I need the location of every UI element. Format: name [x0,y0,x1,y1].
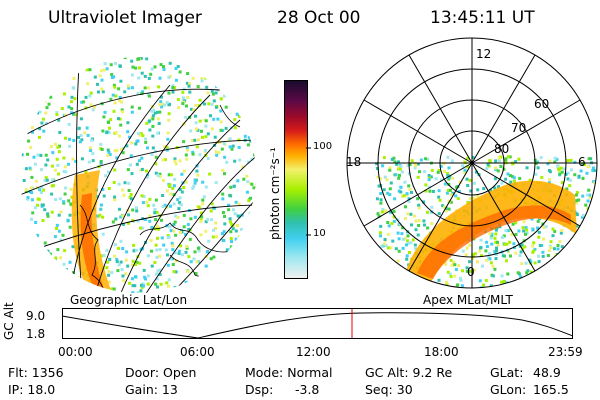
dsp-label: Dsp: [245,382,274,397]
glon-value: 165.5 [533,382,569,397]
dsp-value: -3.8 [295,382,320,397]
colorbar-tick-100: 100 [313,141,333,152]
mlt-label-6: 6 [578,155,586,169]
colorbar [284,80,308,279]
lat-label-70: 70 [511,121,527,135]
flight-number: Flt: 1356 [8,365,64,380]
colorbar-unit-label: photon cm⁻²s⁻¹ [268,147,282,240]
time-label: 13:45:11 UT [430,8,535,28]
timeline-xtick-1200: 12:00 [296,345,331,359]
orbit-timeline [61,308,574,339]
timeline-ytick-min: 1.8 [26,327,46,341]
mlt-label-12: 12 [476,47,492,61]
geographic-image [20,57,256,293]
timeline-xtick-0600: 06:00 [180,345,215,359]
timeline-xtick-1800: 18:00 [424,345,459,359]
timeline-xtick-0000: 00:00 [58,345,93,359]
mode-value: Mode: Normal [245,365,333,380]
timeline-axis-label: GC Alt [2,302,16,340]
mlt-label-0: 0 [467,265,475,279]
timeline-ytick-max: 9.0 [26,309,46,323]
colorbar-ticks [306,147,311,236]
glat-value: 48.9 [533,365,561,380]
glon-label: GLon: [490,382,527,397]
lat-label-60: 60 [534,97,550,111]
gain-value: Gain: 13 [125,382,178,397]
window-title: Ultraviolet Imager [48,8,202,28]
colorbar-tick-10: 10 [313,228,326,239]
door-status: Door: Open [125,365,197,380]
polar-plot [346,37,598,289]
sequence-number: Seq: 30 [365,382,413,397]
right-panel-caption: Apex MLat/MLT [423,293,513,307]
left-panel-caption: Geographic Lat/Lon [70,293,188,307]
gc-altitude: GC Alt: 9.2 Re [365,365,453,380]
ip-value: IP: 18.0 [8,382,56,397]
mlt-label-18: 18 [346,155,362,169]
timeline-xtick-2359: 23:59 [548,345,583,359]
glat-label: GLat: [490,365,524,380]
date-label: 28 Oct 00 [277,8,361,28]
lat-label-80: 80 [494,142,510,156]
